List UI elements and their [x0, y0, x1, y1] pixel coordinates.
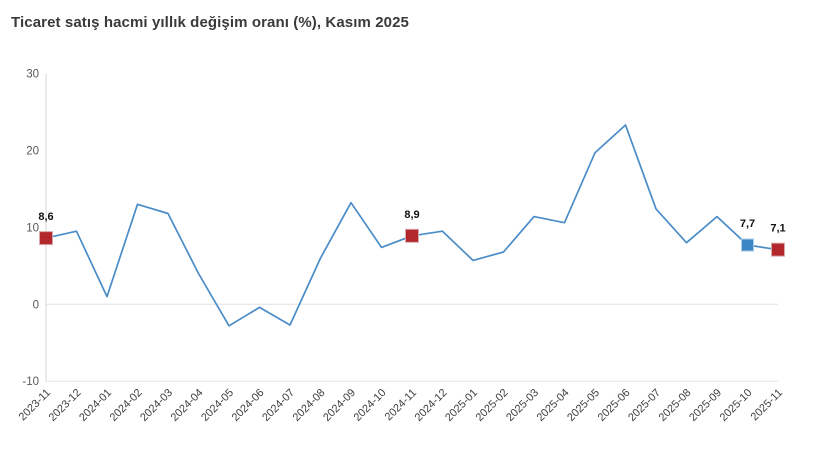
x-axis-tick-label: 2024-04 [169, 387, 206, 424]
x-axis-tick-label: 2025-03 [504, 387, 541, 424]
x-axis-tick-label: 2025-09 [687, 387, 724, 424]
y-axis-tick-label: -10 [22, 376, 39, 388]
x-axis-tick-label: 2024-10 [352, 387, 389, 424]
data-point-label: 8,6 [38, 211, 53, 223]
data-point-label: 7,7 [740, 218, 755, 230]
x-axis-tick-label: 2025-05 [565, 387, 602, 424]
data-point-label: 8,9 [404, 209, 419, 221]
x-axis-tick-label: 2025-11 [749, 387, 785, 423]
x-axis-tick-label: 2025-01 [443, 387, 480, 424]
x-axis-tick-label: 2025-08 [657, 387, 694, 424]
x-axis-tick-label: 2024-08 [291, 387, 328, 424]
x-axis-tick-label: 2025-02 [474, 387, 511, 424]
x-axis-tick-label: 2024-03 [138, 387, 175, 424]
x-axis-tick-label: 2024-12 [413, 387, 450, 424]
y-axis-tick-label: 10 [26, 222, 39, 234]
chart-title: Ticaret satış hacmi yıllık değişim oranı… [11, 14, 409, 31]
x-axis-tick-label: 2025-07 [626, 387, 663, 424]
x-axis-tick-label: 2024-07 [260, 387, 297, 424]
x-axis-tick-label: 2024-06 [230, 387, 267, 424]
y-axis-tick-label: 0 [33, 299, 39, 311]
data-point-label: 7,1 [770, 223, 785, 235]
data-point-marker[interactable] [771, 242, 785, 257]
data-point-marker[interactable] [741, 238, 754, 252]
y-axis-tick-label: 30 [26, 69, 39, 81]
x-axis-tick-label: 2025-10 [718, 387, 755, 424]
series-line [45, 124, 779, 327]
x-axis-tick-label: 2024-02 [108, 387, 145, 424]
x-axis-tick-label: 2024-05 [199, 387, 236, 424]
data-point-marker[interactable] [39, 231, 53, 246]
x-axis-tick-label: 2023-12 [47, 387, 84, 424]
x-axis-tick-label: 2025-06 [596, 387, 633, 424]
x-axis-tick-label: 2024-09 [321, 387, 358, 424]
x-axis-tick-label: 2024-01 [77, 387, 114, 424]
x-axis-tick-label: 2025-04 [535, 387, 572, 424]
data-point-marker[interactable] [405, 228, 419, 243]
y-axis-tick-label: 20 [26, 145, 39, 157]
